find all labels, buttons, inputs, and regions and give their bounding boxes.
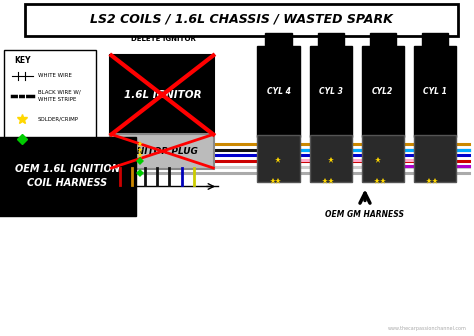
- FancyBboxPatch shape: [310, 46, 352, 137]
- Text: IGNITOR PLUG: IGNITOR PLUG: [127, 147, 198, 156]
- Text: CYL2: CYL2: [372, 87, 393, 96]
- FancyBboxPatch shape: [362, 46, 404, 137]
- Text: LS2 COILS / 1.6L CHASSIS / WASTED SPARK: LS2 COILS / 1.6L CHASSIS / WASTED SPARK: [91, 13, 393, 26]
- Text: WHITE STRIPE: WHITE STRIPE: [38, 97, 76, 102]
- FancyBboxPatch shape: [422, 33, 448, 48]
- Text: WHITE WIRE: WHITE WIRE: [38, 73, 72, 78]
- Text: CYL 1: CYL 1: [423, 87, 447, 96]
- Text: 1.6L IGNITOR: 1.6L IGNITOR: [124, 90, 201, 100]
- FancyBboxPatch shape: [257, 46, 300, 137]
- Text: CAP OFF: CAP OFF: [38, 137, 61, 142]
- FancyBboxPatch shape: [257, 135, 300, 182]
- Text: SOLDER/CRIMP: SOLDER/CRIMP: [38, 117, 79, 122]
- FancyBboxPatch shape: [110, 134, 214, 169]
- Text: DELETE IGNITOR: DELETE IGNITOR: [131, 36, 196, 42]
- FancyBboxPatch shape: [414, 135, 456, 182]
- Text: CYL 4: CYL 4: [266, 87, 291, 96]
- FancyBboxPatch shape: [310, 135, 352, 182]
- FancyBboxPatch shape: [318, 33, 344, 48]
- FancyBboxPatch shape: [110, 55, 214, 135]
- Text: KEY: KEY: [14, 56, 31, 65]
- FancyBboxPatch shape: [414, 46, 456, 137]
- FancyBboxPatch shape: [4, 50, 96, 162]
- FancyBboxPatch shape: [0, 137, 136, 216]
- FancyBboxPatch shape: [265, 33, 292, 48]
- Text: OEM GM HARNESS: OEM GM HARNESS: [326, 210, 404, 219]
- Text: www.thecarpassionchannel.com: www.thecarpassionchannel.com: [388, 326, 467, 331]
- FancyBboxPatch shape: [362, 135, 404, 182]
- Text: OEM 1.6L IGNITION
COIL HARNESS: OEM 1.6L IGNITION COIL HARNESS: [15, 164, 120, 188]
- FancyBboxPatch shape: [370, 33, 396, 48]
- FancyBboxPatch shape: [25, 4, 458, 36]
- Text: CYL 3: CYL 3: [319, 87, 343, 96]
- Text: CUT: CUT: [89, 183, 104, 190]
- Text: BLACK WIRE W/: BLACK WIRE W/: [38, 90, 81, 95]
